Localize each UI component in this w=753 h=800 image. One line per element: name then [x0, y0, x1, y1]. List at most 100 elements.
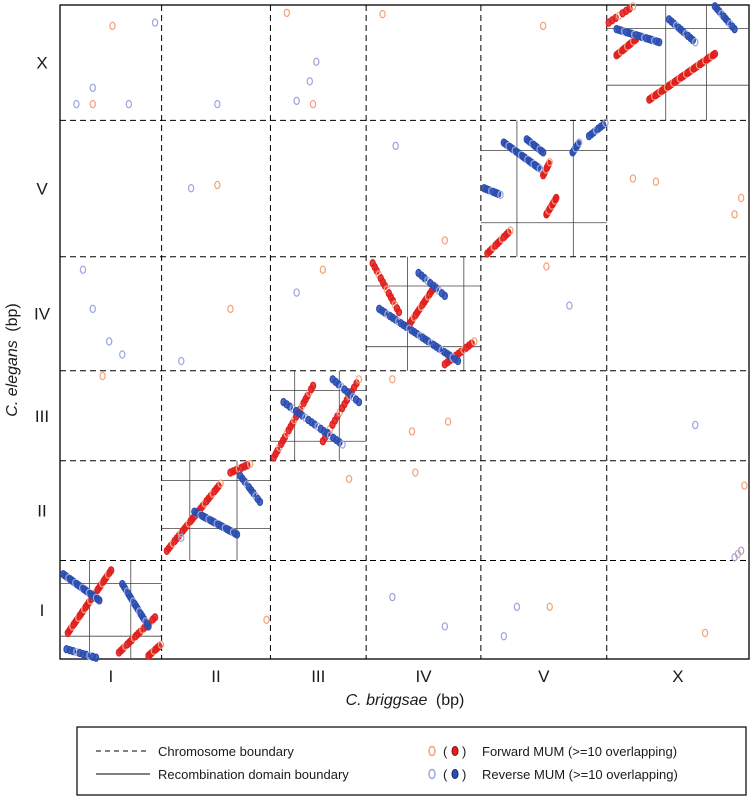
reverse-mum-point — [454, 356, 462, 366]
reverse-mum-point — [731, 24, 738, 34]
reverse-mum-point — [92, 653, 100, 662]
reverse-mum-point — [293, 288, 300, 297]
forward-mum-point — [263, 615, 270, 625]
forward-mum-point — [217, 479, 224, 488]
forward-mum-point — [546, 157, 553, 167]
forward-mum-point — [629, 174, 637, 183]
forward-mum-point — [89, 99, 96, 109]
legend-reverse-label: Reverse MUM (>=10 overlapping) — [482, 767, 678, 782]
forward-mum-point — [553, 193, 560, 203]
legend: Chromosome boundary Recombination domain… — [76, 726, 747, 796]
reverse-mum-point — [105, 337, 113, 346]
reverse-mum-point — [89, 304, 96, 314]
y-tick-label: II — [37, 502, 46, 521]
legend-reverse-swatch: ( ) — [428, 767, 466, 782]
reverse-mum-point — [73, 99, 80, 109]
forward-mum-point — [701, 628, 709, 638]
y-tick-label: V — [36, 180, 48, 199]
forward-mum-point — [441, 236, 449, 245]
forward-mum-point — [737, 193, 745, 203]
forward-mum-point — [107, 566, 115, 575]
forward-mum-point — [157, 640, 165, 649]
forward-mum-point — [355, 375, 363, 384]
y-tick-label: X — [36, 54, 47, 73]
y-tick-label: III — [35, 407, 49, 426]
legend-forward-swatch: ( ) — [428, 744, 466, 759]
reverse-mum-point — [323, 429, 331, 438]
forward-mum-point — [309, 99, 317, 109]
reverse-mum-point — [119, 350, 126, 359]
reverse-mum-point — [441, 291, 449, 301]
reverse-mum-point — [311, 420, 318, 429]
x-tick-label: II — [211, 667, 220, 686]
svg-text:(: ( — [443, 767, 448, 782]
forward-mum-point — [731, 210, 738, 219]
x-axis-label: C. briggsae (bp) — [346, 692, 465, 709]
forward-mum-point — [507, 226, 514, 235]
reverse-mum-point — [187, 184, 195, 193]
legend-recombination-boundary: Recombination domain boundary — [158, 767, 349, 782]
reverse-mum-point — [389, 592, 396, 602]
reverse-mum-point — [536, 164, 544, 173]
reverse-mum-point — [178, 356, 185, 366]
forward-mum-point — [379, 9, 386, 19]
reverse-mum-point — [692, 37, 699, 47]
reverse-mum-point — [96, 596, 103, 605]
forward-mum-point — [408, 427, 416, 436]
reverse-mum-point — [737, 546, 745, 555]
y-axis-label-unit: (bp) — [4, 303, 21, 331]
forward-mum-point — [395, 307, 403, 317]
reverse-mum-point — [145, 622, 152, 631]
reverse-mum-point — [731, 553, 738, 562]
forward-mum-point — [546, 602, 553, 612]
y-tick-label: I — [40, 601, 45, 620]
svg-text:C. elegans (bp): C. elegans (bp) — [4, 303, 21, 416]
x-tick-label: III — [311, 667, 325, 686]
reverse-mum-point — [313, 57, 320, 66]
reverse-mum-point — [286, 402, 293, 411]
reverse-mum-point — [655, 37, 663, 47]
x-axis-label-unit: (bp) — [436, 692, 464, 709]
forward-mum-point — [444, 417, 452, 426]
forward-mum-point — [99, 371, 106, 381]
svg-text:(: ( — [443, 744, 448, 759]
reverse-mum-point — [336, 438, 343, 447]
y-axis-label-species: C. elegans — [4, 340, 21, 417]
legend-forward-label: Forward MUM (>=10 overlapping) — [482, 744, 677, 759]
x-tick-label: X — [672, 667, 683, 686]
x-tick-label: I — [108, 667, 113, 686]
x-tick-label: IV — [415, 667, 432, 686]
forward-mum-point — [412, 468, 419, 477]
reverse-mum-point — [513, 602, 521, 612]
forward-mum-point — [389, 375, 396, 384]
forward-mum-point — [543, 262, 550, 271]
reverse-mum-point — [125, 99, 133, 109]
reverse-mum-point — [500, 631, 508, 641]
reverse-mum-point — [214, 99, 221, 109]
forward-mum-point — [214, 180, 221, 190]
reverse-mum-point — [441, 622, 449, 631]
forward-mum-point — [309, 381, 317, 390]
forward-mum-point — [741, 481, 748, 490]
reverse-mum-point — [692, 420, 699, 430]
reverse-mum-point — [392, 141, 399, 151]
reverse-mum-point — [256, 497, 264, 507]
forward-mum-point — [345, 474, 353, 484]
forward-mum-point — [539, 21, 547, 31]
forward-mum-point — [652, 177, 660, 186]
forward-mum-point — [283, 8, 291, 18]
reverse-mum-point — [355, 397, 363, 407]
y-tick-label: IV — [34, 305, 51, 324]
forward-mum-point — [109, 21, 116, 31]
plot-frame — [59, 4, 750, 660]
forward-mum-point — [711, 49, 719, 59]
x-tick-label: V — [538, 667, 550, 686]
svg-text:): ) — [462, 744, 466, 759]
reverse-mum-point — [576, 138, 583, 147]
reverse-mum-point — [151, 18, 159, 27]
forward-mum-point — [227, 304, 234, 314]
forward-mum-point — [629, 2, 637, 11]
reverse-mum-point — [89, 83, 96, 93]
reverse-mum-point — [233, 530, 241, 539]
